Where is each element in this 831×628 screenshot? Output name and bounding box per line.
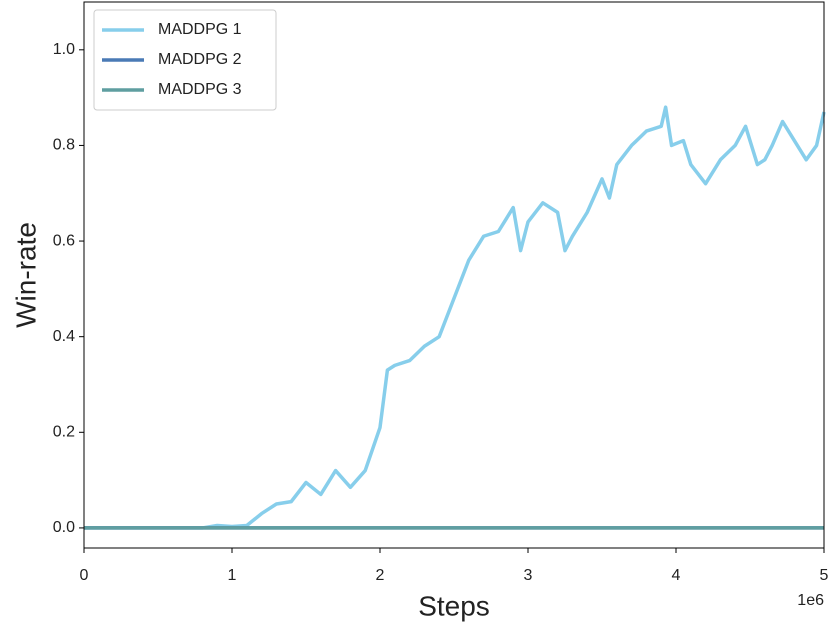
y-tick-label: 0.8 — [53, 137, 75, 154]
x-offset-label: 1e6 — [797, 592, 824, 609]
x-tick-label: 5 — [820, 567, 829, 584]
y-tick-label: 0.2 — [53, 424, 75, 441]
y-tick-label: 1.0 — [53, 41, 75, 58]
x-tick-label: 4 — [672, 567, 681, 584]
legend-label: MADDPG 1 — [158, 21, 242, 38]
legend-box — [93, 9, 277, 111]
x-tick-label: 1 — [228, 567, 237, 584]
x-tick-label: 0 — [80, 567, 89, 584]
x-tick-label: 2 — [376, 567, 385, 584]
y-tick-label: 0.4 — [53, 328, 75, 345]
x-tick-label: 3 — [524, 567, 533, 584]
series-line — [84, 105, 826, 530]
x-axis-label: Steps — [418, 590, 490, 621]
y-tick-label: 0.6 — [53, 232, 75, 249]
legend-label: MADDPG 2 — [158, 51, 242, 68]
y-tick-label: 0.0 — [53, 519, 75, 536]
y-axis-label: Win-rate — [10, 222, 41, 328]
legend-label: MADDPG 3 — [158, 81, 242, 98]
plot-frame — [83, 1, 825, 549]
